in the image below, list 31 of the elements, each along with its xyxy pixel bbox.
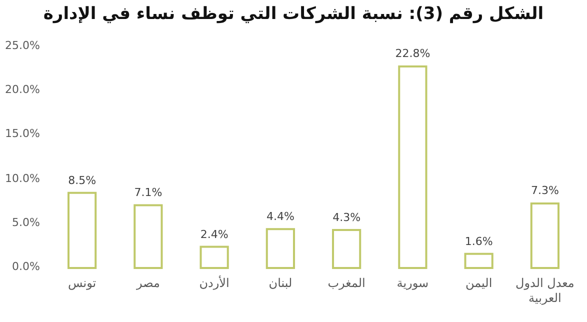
- x-tick-label: تونس: [66, 276, 98, 291]
- x-tick-label: مصر: [135, 276, 161, 291]
- bar: [398, 65, 428, 269]
- data-label: 8.5%: [67, 174, 98, 187]
- bar: [68, 192, 97, 269]
- x-tick-label: المغرب: [326, 276, 366, 291]
- y-tick-label: 5.0%: [12, 216, 40, 229]
- data-label: 7.3%: [530, 184, 560, 198]
- x-tick-label: اليمن: [464, 276, 494, 291]
- bar: [332, 228, 362, 269]
- data-label: 1.6%: [464, 234, 494, 248]
- data-label: 2.4%: [199, 228, 230, 241]
- data-label: 22.8%: [394, 47, 432, 60]
- bar: [530, 202, 560, 269]
- data-label: 4.4%: [265, 210, 296, 224]
- x-tick-label: الأردن: [198, 276, 230, 291]
- bar: [200, 246, 229, 269]
- y-tick-label: 10.0%: [5, 172, 40, 185]
- chart-title: الشكل رقم (3): نسبة الشركات التي توظف نساء في الإدارة: [42, 4, 545, 24]
- data-label: 7.1%: [133, 186, 164, 200]
- y-tick-label: 20.0%: [5, 83, 40, 96]
- bar: [464, 252, 494, 269]
- y-tick-label: 25.0%: [5, 39, 40, 52]
- x-tick-label: لبنان: [268, 276, 294, 291]
- bar: [266, 228, 295, 269]
- y-tick-label: 15.0%: [5, 127, 40, 140]
- data-label: 4.3%: [332, 210, 362, 224]
- y-tick-label: 0.0%: [12, 260, 40, 273]
- bar: [134, 204, 163, 269]
- x-tick-label: سورية: [396, 276, 430, 291]
- x-tick-label: معدل الدول العربية: [514, 276, 576, 306]
